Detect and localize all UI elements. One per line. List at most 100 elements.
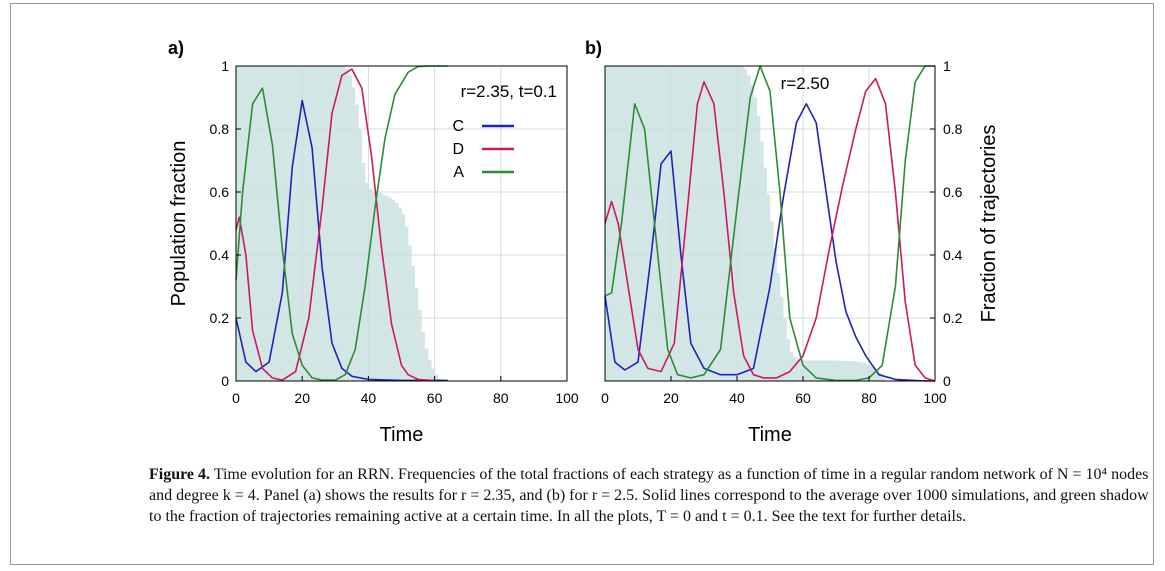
panel-b-series-D: [604, 77, 936, 382]
panel-a-shadow-bar: [427, 359, 432, 381]
panel-a-xlabel: Time: [380, 424, 424, 446]
panel-a-xtick-label: 20: [294, 390, 310, 406]
panel-a-xtick-label: 0: [232, 390, 240, 406]
panel-b-shadow-bar: [723, 66, 728, 381]
panel-b-ylabel: Fraction of trajectories: [978, 125, 1000, 323]
panel-b-shadow-bar: [875, 369, 880, 381]
figure-label: Figure 4.: [149, 466, 211, 483]
panel-b-shadow-bar: [677, 66, 682, 381]
panel-b-ytick-label: 0: [943, 373, 951, 389]
panel-b-shadow-bar: [756, 116, 761, 382]
panel-b-shadow-bar: [605, 66, 609, 381]
panel-b-xtick-label: 40: [729, 390, 745, 406]
panel-b-shadow-bar: [786, 339, 791, 381]
panel-b-shadow-bar: [803, 360, 807, 381]
panel-b-shadow-bar: [713, 66, 718, 381]
panel-a-shadow-bar: [259, 66, 263, 381]
panel-a-shadow-bar: [411, 266, 416, 381]
panel-a-ytick-label: 0.6: [210, 184, 230, 200]
panel-b-label: b): [585, 38, 602, 58]
plots-canvas: 0 20 40 60 80 10000.20.40.60.81TimePopulation…: [168, 38, 1000, 446]
panel-b-xtick-label: 0: [601, 390, 609, 406]
panel-a-shadow-bar: [269, 66, 273, 381]
panel-b-shadow-bar: [661, 66, 665, 381]
panel-a-shadow-bar: [305, 66, 310, 381]
panel-b-shadow-bar: [624, 66, 629, 381]
panel-b-shadow-bar: [651, 66, 655, 381]
panel-a-shadow-bar: [298, 66, 303, 381]
panel-a-shadow-bar: [351, 87, 356, 381]
panel-a-shadow-bar: [365, 182, 369, 381]
panel-b-shadow-bar: [746, 75, 751, 381]
panel-b-shadow-bar: [638, 66, 642, 381]
panel-b-shadow-bar: [836, 360, 840, 381]
panel-a-series-D: [235, 68, 435, 382]
panel-b-shadow-bar: [690, 66, 695, 381]
panel-b-shadow-bar: [779, 296, 784, 381]
panel-b-shadow-bar: [687, 66, 692, 381]
panel-b-ytick-label: 0.8: [943, 121, 963, 137]
panel-b-shadow-bar: [740, 66, 744, 381]
panel-a-series-A: [235, 65, 448, 381]
panel-b-xtick-label: 80: [861, 390, 877, 406]
panel-a-ytick-label: 0: [221, 373, 229, 389]
panel-b-shadow-bar: [862, 362, 866, 381]
panel-a-shadow-bar: [292, 66, 296, 381]
panel-a-ytick-label: 0.8: [210, 121, 230, 137]
panel-b-shadow-bar: [614, 66, 619, 381]
panel-a-shadow-bar: [348, 75, 353, 381]
panel-b-shadow-bar: [809, 360, 814, 381]
panel-b-shadow-bar: [720, 66, 725, 381]
panel-b-shadow-bar: [760, 141, 764, 381]
panel-a-label: a): [168, 38, 184, 58]
panel-a-shadow-bar: [252, 66, 257, 381]
panel-b-shadow-bar: [710, 66, 715, 381]
panel-b-shadow-bar: [657, 66, 662, 381]
panel-b-annotation: r=2.50: [781, 74, 830, 93]
panel-a-shadow-bar: [262, 66, 267, 381]
panel-b-shadow-bar: [872, 367, 876, 381]
panel-b-shadow-bar: [611, 66, 616, 381]
panel-b-shadow-bar: [753, 97, 758, 381]
panel-b-shadow-bar: [717, 66, 721, 381]
panel-b-shadow-bar: [878, 373, 883, 382]
panel-b-shadow-bar: [618, 66, 622, 381]
panel-a-series-C: [235, 99, 448, 382]
legend-label-C: C: [452, 118, 464, 135]
panel-b-ytick-label: 0.6: [943, 184, 963, 200]
panel-b-xtick-label: 60: [795, 390, 811, 406]
panel-b-shadow-bar: [819, 360, 824, 381]
panel-b-shadow-bar: [704, 66, 708, 381]
panel-b-shadow-bar: [796, 359, 800, 381]
panel-b-shadow-bar: [842, 360, 847, 381]
panel-a-shadow-bar: [288, 66, 293, 381]
panel-a-shadow-bar: [272, 66, 277, 381]
panel-a-shadow-bar: [255, 66, 260, 381]
legend-label-D: D: [452, 141, 464, 158]
panel-b-shadow-bar: [750, 84, 754, 382]
panel-a-shadow-bar: [421, 332, 425, 381]
panel-b-shadow-bar: [822, 360, 827, 381]
panel-a-shadow-bar: [245, 66, 250, 381]
panel-b-shadow-bar: [667, 66, 672, 381]
panel-b-shadow-bar: [697, 66, 701, 381]
panel-a-shadow-bar: [328, 66, 333, 381]
panel-a-shadow-bar: [394, 203, 399, 381]
panel-a-ytick-label: 1: [221, 58, 229, 74]
panel-a-shadow-bar: [331, 66, 336, 381]
panel-b-shadow-bar: [783, 318, 787, 381]
panel-b-shadow-bars: [605, 66, 886, 382]
panel-b-shadow-bar: [799, 360, 804, 381]
panel-b-series-A: [604, 65, 935, 382]
panel-a-shadow-bar: [404, 226, 409, 381]
panel-b-shadow-bar: [763, 167, 767, 381]
panel-b-shadow-bar: [621, 66, 626, 381]
panel-a-shadow-bar: [302, 66, 306, 381]
panel-b-shadow-bar: [727, 66, 731, 381]
panel-a-shadow-bar: [312, 66, 316, 381]
panel-b-shadow-bar: [859, 361, 863, 381]
panel-b-shadow-bar: [671, 66, 675, 381]
panel-a-xtick-label: 80: [493, 390, 509, 406]
panel-b-ytick-label: 1: [943, 58, 951, 74]
panel-b-shadow-bar: [845, 360, 850, 381]
